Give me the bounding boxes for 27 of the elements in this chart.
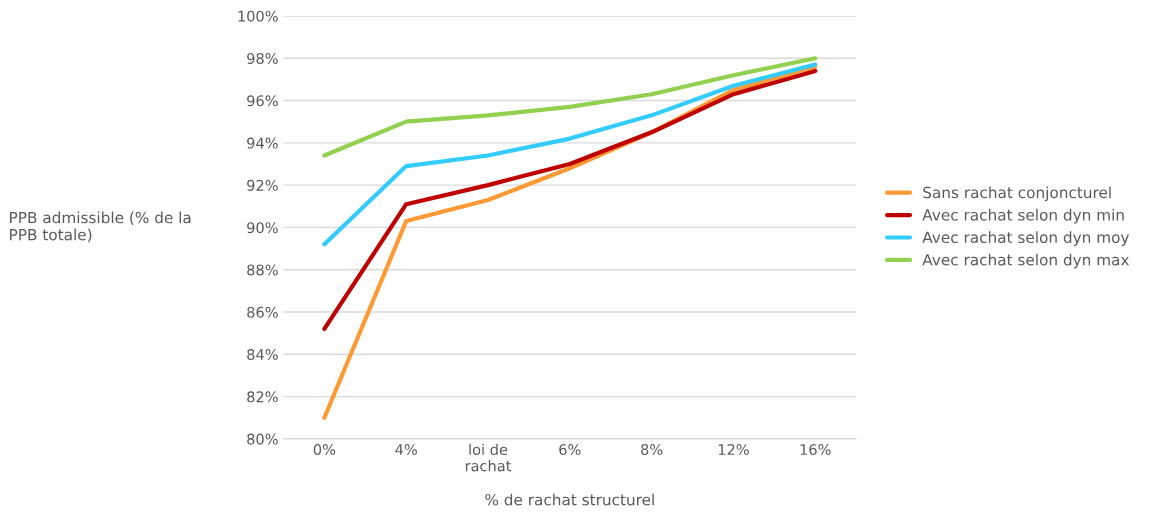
y-tick-label: 92% — [247, 179, 278, 191]
y-tick-label: 82% — [247, 391, 278, 403]
y-tick-label: 90% — [247, 222, 278, 234]
x-tick-label: 6% — [559, 444, 581, 456]
legend-label: Avec rachat selon dyn min — [922, 208, 1124, 224]
y-tick-label: 96% — [247, 95, 278, 107]
legend-label: Sans rachat conjoncturel — [923, 186, 1111, 202]
y-tick-label: 80% — [247, 433, 278, 445]
y-axis-title: PPB admissible (% de la PPB totale) — [10, 211, 191, 243]
x-tick-label: 8% — [641, 444, 663, 456]
x-tick-label: loi de rachat — [465, 443, 512, 472]
y-tick-label: 100% — [238, 10, 278, 22]
y-tick-label: 94% — [247, 137, 278, 149]
x-axis-title: % de rachat structurel — [485, 493, 654, 506]
line-series — [322, 68, 818, 332]
x-tick-label: 12% — [718, 444, 749, 456]
line-series — [322, 62, 818, 247]
x-tick-label: 16% — [800, 444, 831, 456]
x-tick-label: 0% — [313, 444, 336, 456]
y-tick-label: 86% — [247, 306, 278, 318]
line-series — [322, 56, 818, 158]
x-tick-label: 4% — [395, 444, 417, 456]
y-tick-label: 88% — [247, 264, 278, 276]
legend-label: Avec rachat selon dyn moy — [922, 231, 1130, 247]
y-tick-label: 98% — [247, 52, 278, 64]
legend-label: Avec rachat selon dyn max — [922, 253, 1129, 269]
y-tick-label: 84% — [247, 349, 278, 361]
